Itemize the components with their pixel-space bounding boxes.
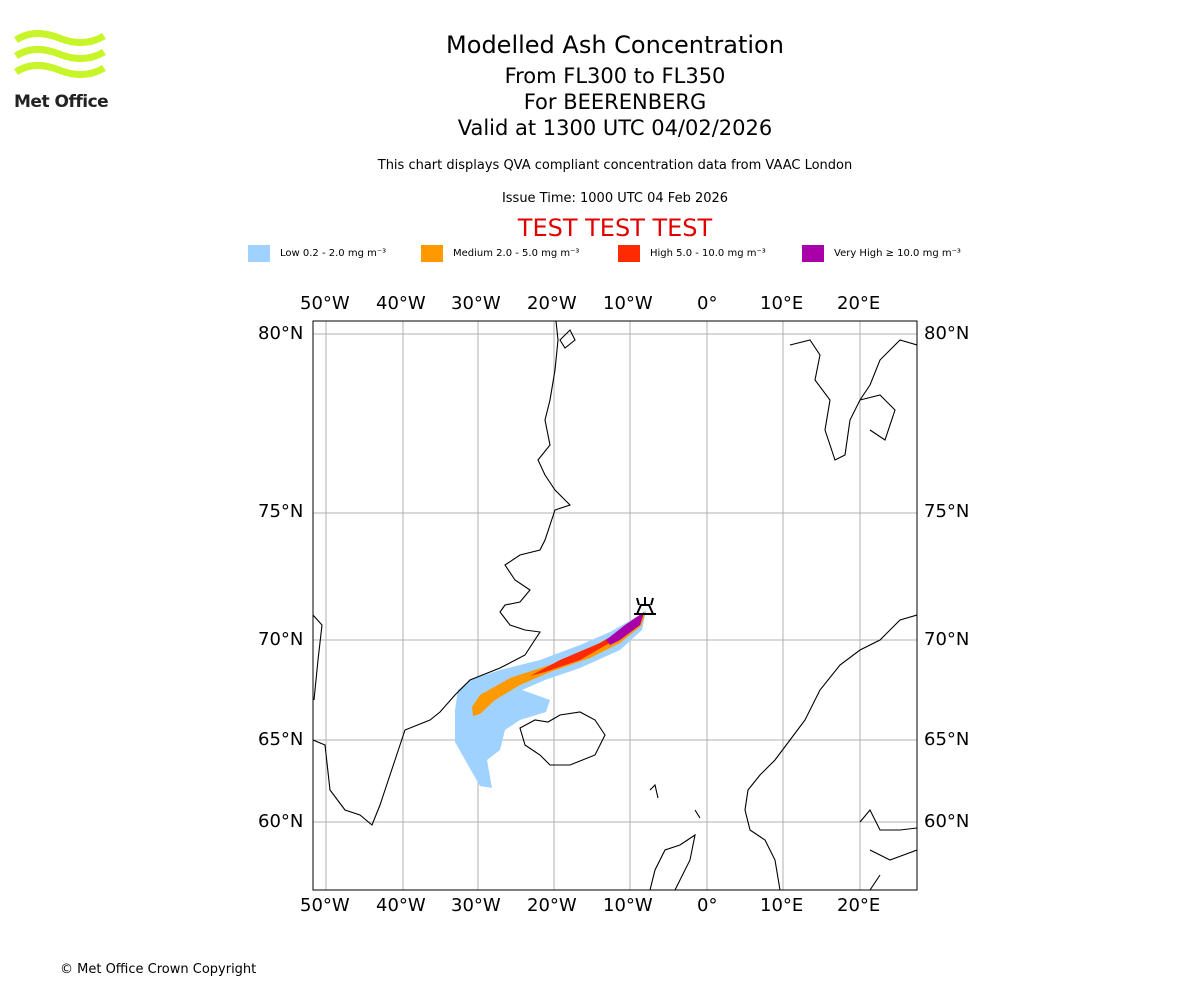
legend-label: Very High ≥ 10.0 mg m⁻³ — [834, 248, 961, 259]
plume-very-high — [606, 612, 644, 645]
lon-label: 0° — [697, 895, 718, 916]
lat-label: 60°N — [258, 811, 304, 832]
lat-label: 65°N — [258, 729, 304, 750]
test-banner: TEST TEST TEST — [517, 214, 713, 242]
copyright: © Met Office Crown Copyright — [60, 962, 257, 977]
legend-medium: Medium 2.0 - 5.0 mg m⁻³ — [421, 245, 579, 262]
ash-plume — [455, 610, 646, 788]
lat-label: 75°N — [258, 501, 304, 522]
lat-label: 75°N — [924, 501, 970, 522]
flight-levels: From FL300 to FL350 — [504, 64, 726, 88]
lon-label: 10°E — [760, 895, 804, 916]
description: This chart displays QVA compliant concen… — [377, 158, 853, 173]
lon-label: 20°E — [837, 293, 881, 314]
lat-label: 80°N — [258, 323, 304, 344]
lon-label: 20°W — [527, 293, 577, 314]
legend-swatch — [248, 245, 270, 262]
volcano-icon — [634, 597, 656, 615]
lon-label: 20°E — [837, 895, 881, 916]
lon-label: 40°W — [376, 895, 426, 916]
legend-very-high: Very High ≥ 10.0 mg m⁻³ — [802, 245, 961, 262]
legend-swatch — [802, 245, 824, 262]
lon-label: 40°W — [376, 293, 426, 314]
lon-label: 30°W — [451, 293, 501, 314]
graticule — [313, 321, 917, 890]
lat-label: 70°N — [258, 629, 304, 650]
lon-label: 30°W — [451, 895, 501, 916]
legend-high: High 5.0 - 10.0 mg m⁻³ — [618, 245, 766, 262]
chart-title: Modelled Ash Concentration — [446, 31, 784, 59]
valid-time: Valid at 1300 UTC 04/02/2026 — [457, 116, 773, 140]
lon-label: 50°W — [300, 293, 350, 314]
volcano-name: For BEERENBERG — [523, 90, 707, 114]
legend-low: Low 0.2 - 2.0 mg m⁻³ — [248, 245, 386, 262]
legend-label: High 5.0 - 10.0 mg m⁻³ — [650, 248, 766, 259]
logo-waves-icon — [14, 30, 106, 78]
legend-swatch — [618, 245, 640, 262]
logo-text: Met Office — [14, 92, 109, 112]
lat-label: 80°N — [924, 323, 970, 344]
plume-low — [455, 610, 646, 788]
lat-label: 65°N — [924, 729, 970, 750]
legend-label: Low 0.2 - 2.0 mg m⁻³ — [280, 248, 387, 259]
lon-label: 20°W — [527, 895, 577, 916]
lon-label: 10°W — [603, 895, 653, 916]
map-frame — [312, 320, 918, 891]
legend-swatch — [421, 245, 443, 262]
lon-label: 0° — [697, 293, 718, 314]
issue-time: Issue Time: 1000 UTC 04 Feb 2026 — [501, 191, 729, 206]
coastlines — [313, 321, 917, 890]
lon-label: 10°E — [760, 293, 804, 314]
legend-label: Medium 2.0 - 5.0 mg m⁻³ — [453, 248, 580, 259]
lon-label: 50°W — [300, 895, 350, 916]
lat-label: 70°N — [924, 629, 970, 650]
lon-label: 10°W — [603, 293, 653, 314]
lat-label: 60°N — [924, 811, 970, 832]
